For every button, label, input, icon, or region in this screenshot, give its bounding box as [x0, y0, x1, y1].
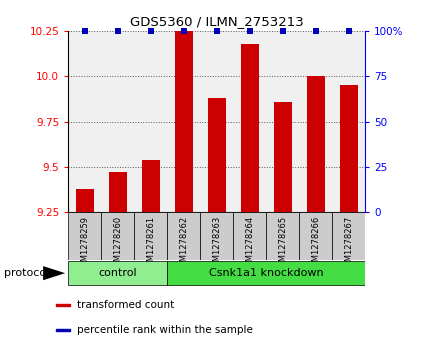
Bar [68, 212, 101, 260]
Text: GSM1278261: GSM1278261 [146, 216, 155, 272]
Bar [134, 212, 167, 260]
Bar [142, 160, 160, 212]
Text: control: control [99, 268, 137, 278]
Bar [101, 212, 134, 260]
Text: GSM1278265: GSM1278265 [278, 216, 287, 272]
Text: percentile rank within the sample: percentile rank within the sample [77, 325, 253, 335]
Bar [68, 261, 167, 285]
Bar [167, 212, 200, 260]
Text: GSM1278262: GSM1278262 [179, 216, 188, 272]
Bar [340, 85, 358, 212]
Bar [56, 304, 70, 306]
Bar [76, 189, 94, 212]
Bar [175, 31, 193, 212]
Bar [332, 212, 365, 260]
Text: GSM1278266: GSM1278266 [311, 216, 320, 272]
Text: Csnk1a1 knockdown: Csnk1a1 knockdown [209, 268, 323, 278]
Text: protocol: protocol [4, 268, 50, 278]
Bar [299, 212, 332, 260]
Bar [307, 76, 325, 212]
Polygon shape [43, 266, 65, 280]
Text: GSM1278260: GSM1278260 [113, 216, 122, 272]
Bar [109, 172, 127, 212]
Text: GSM1278267: GSM1278267 [344, 216, 353, 272]
Bar [266, 212, 299, 260]
Bar [167, 261, 365, 285]
Text: GSM1278259: GSM1278259 [80, 216, 89, 272]
Text: GSM1278264: GSM1278264 [245, 216, 254, 272]
Title: GDS5360 / ILMN_2753213: GDS5360 / ILMN_2753213 [130, 15, 304, 28]
Bar [274, 102, 292, 212]
Bar [200, 212, 233, 260]
Bar [233, 212, 266, 260]
Text: GSM1278263: GSM1278263 [212, 216, 221, 272]
Text: transformed count: transformed count [77, 299, 174, 310]
Bar [241, 44, 259, 212]
Bar [208, 98, 226, 212]
Bar [56, 329, 70, 331]
